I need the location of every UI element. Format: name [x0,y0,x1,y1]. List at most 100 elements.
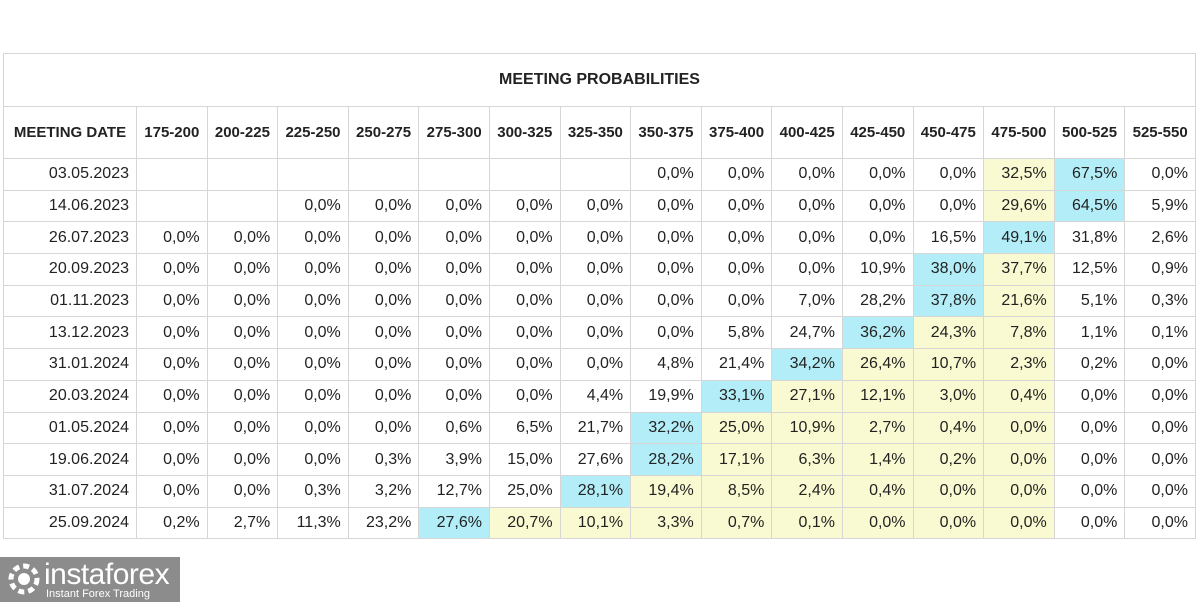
probability-cell: 0,0% [277,284,349,318]
probability-cell: 0,0% [700,158,773,191]
probability-cell: 0,0% [136,316,208,350]
probability-cell: 0,4% [841,474,914,508]
probability-cell: 28,2% [630,443,702,476]
probability-cell: 0,0% [136,379,208,413]
empty-cell [277,158,349,191]
probability-cell: 38,0% [912,253,985,286]
probability-cell: 0,0% [630,316,702,350]
data-row: 31.01.2024 0,0% 0,0% 0,0% 0,0% 0,0% 0,0% 0,0% 4,… [3,348,1196,381]
probability-cell: 0,0% [1124,158,1196,191]
column-header: 175-200 [136,106,208,159]
probability-cell: 1,1% [1053,316,1126,350]
probability-cell: 0,0% [136,411,208,445]
probability-cell: 0,0% [277,411,349,445]
logo-tagline: Instant Forex Trading [46,588,150,600]
probability-cell: 12,7% [418,474,490,508]
probability-cell: 49,1% [983,221,1055,255]
empty-cell [136,158,208,191]
probability-cell: 64,5% [1053,189,1126,223]
probability-cell: 0,1% [1124,316,1196,350]
probability-cell: 0,2% [912,443,985,476]
probability-cell: 0,0% [418,316,490,350]
probability-cell: 0,0% [1053,379,1126,413]
meeting-date: 25.09.2024 [3,506,137,540]
probability-cell: 0,0% [136,221,208,255]
column-header: 225-250 [277,106,349,159]
probability-cell: 25,0% [488,474,561,508]
probability-cell: 0,0% [700,189,773,223]
empty-cell [488,158,561,191]
data-row: 03.05.2023 0,0% 0,0% 0,0% 0,0% 0,0% 32,5% 67,5%… [3,158,1196,191]
probability-cell: 6,5% [488,411,561,445]
probability-cell: 0,0% [206,253,279,286]
probability-cell: 0,0% [771,221,843,255]
probability-cell: 0,0% [277,348,349,381]
probability-cell: 1,4% [841,443,914,476]
probability-cell: 0,0% [418,348,490,381]
probability-cell: 19,4% [630,474,702,508]
column-header: 500-525 [1053,106,1126,159]
probability-cell: 0,0% [347,221,420,255]
meeting-date: 01.11.2023 [3,284,137,318]
probability-cell: 0,0% [559,316,632,350]
probability-cell: 0,0% [206,316,279,350]
probability-cell: 0,0% [771,253,843,286]
probability-cell: 0,0% [1124,506,1196,540]
probability-cell: 0,0% [488,379,561,413]
probability-cell: 0,0% [206,443,279,476]
probability-cell: 27,6% [418,506,490,540]
probability-cell: 0,0% [700,253,773,286]
probability-cell: 0,0% [488,348,561,381]
probability-cell: 5,9% [1124,189,1196,223]
meeting-date: 19.06.2024 [3,443,137,476]
empty-cell [559,158,632,191]
probability-cell: 10,1% [559,506,632,540]
data-row: 31.07.2024 0,0% 0,0% 0,3% 3,2% 12,7% 25,0% 28,1… [3,474,1196,508]
probability-cell: 10,7% [912,348,985,381]
probability-cell: 31,8% [1053,221,1126,255]
probability-cell: 0,0% [206,348,279,381]
probability-cell: 0,4% [912,411,985,445]
column-header: 425-450 [841,106,914,159]
probability-cell: 7,0% [771,284,843,318]
probability-cell: 15,0% [488,443,561,476]
meeting-date: 13.12.2023 [3,316,137,350]
probability-cell: 8,5% [700,474,773,508]
probability-cell: 24,7% [771,316,843,350]
probability-cell: 25,0% [700,411,773,445]
probability-cell: 0,0% [700,284,773,318]
probability-cell: 0,0% [136,474,208,508]
column-header: 250-275 [347,106,420,159]
probability-cell: 0,3% [347,443,420,476]
data-row: 19.06.2024 0,0% 0,0% 0,0% 0,3% 3,9% 15,0% 27,6%… [3,443,1196,476]
empty-cell [347,158,420,191]
probability-cell: 0,0% [559,221,632,255]
probability-cell: 0,0% [418,253,490,286]
probability-cell: 0,0% [418,379,490,413]
meeting-date: 31.01.2024 [3,348,137,381]
header-row: MEETING DATE 175-200 200-225 225-250 250-275… [3,106,1196,159]
probability-cell: 21,7% [559,411,632,445]
column-header: 375-400 [700,106,773,159]
probability-cell: 4,4% [559,379,632,413]
probability-cell: 0,0% [418,189,490,223]
probability-cell: 0,0% [630,158,702,191]
probability-cell: 0,0% [488,284,561,318]
probability-cell: 0,0% [206,379,279,413]
probability-cell: 0,0% [1053,506,1126,540]
probability-cell: 12,5% [1053,253,1126,286]
probability-cell: 0,1% [771,506,843,540]
probability-cell: 37,7% [983,253,1055,286]
probability-cell: 0,0% [136,348,208,381]
probability-cell: 0,0% [1124,474,1196,508]
data-row: 14.06.2023 0,0% 0,0% 0,0% 0,0% 0,0% 0,0% 0,0% 0,… [3,189,1196,223]
probability-cell: 21,4% [700,348,773,381]
probability-cell: 34,2% [771,348,843,381]
logo-icon [8,563,40,595]
table-title: MEETING PROBABILITIES [3,53,1196,107]
probability-cell: 0,0% [1124,443,1196,476]
probability-cell: 0,0% [559,284,632,318]
probability-cell: 0,0% [206,411,279,445]
probability-cell: 23,2% [347,506,420,540]
